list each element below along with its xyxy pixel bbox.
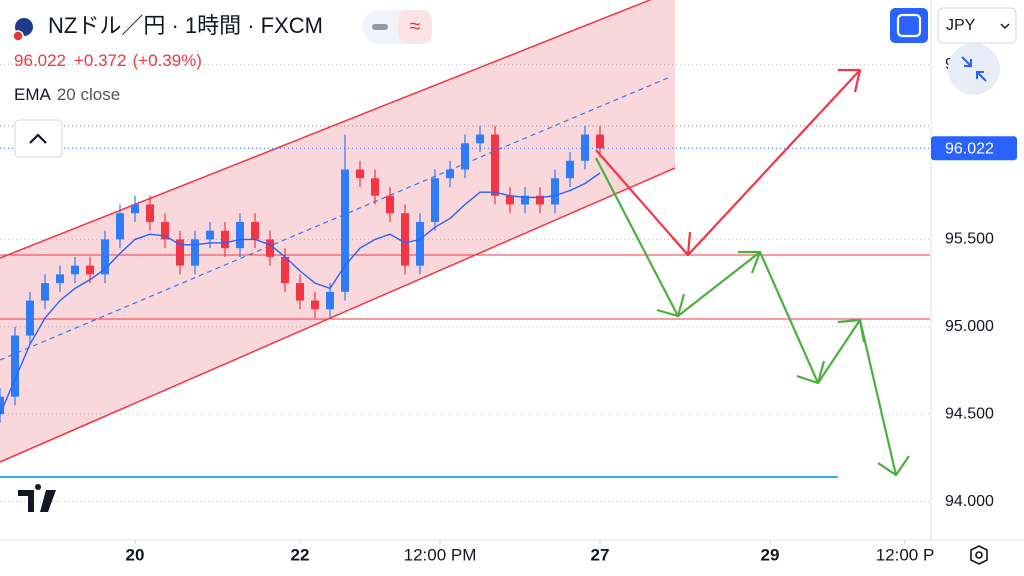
last-price: 96.022 bbox=[14, 51, 66, 70]
arrow-head bbox=[656, 293, 686, 318]
plot bbox=[0, 64, 930, 503]
arrows bbox=[595, 68, 910, 477]
candle-body bbox=[431, 178, 439, 222]
y-tick-label: 95.000 bbox=[945, 318, 994, 335]
button-icon bbox=[961, 56, 987, 82]
toggle-icon: ≈ bbox=[410, 15, 421, 37]
candle-body bbox=[236, 221, 244, 249]
candle-body bbox=[161, 221, 169, 240]
candle-body bbox=[251, 221, 259, 240]
price-badge bbox=[931, 136, 1017, 161]
candle-body bbox=[191, 239, 199, 266]
arrow-head bbox=[838, 68, 862, 93]
dropdown-icon bbox=[1000, 23, 1010, 30]
candle-body bbox=[446, 169, 454, 179]
candle-body bbox=[371, 178, 379, 196]
candle-body bbox=[581, 134, 589, 161]
candle-body bbox=[551, 178, 559, 205]
candle-body bbox=[101, 239, 109, 275]
screenshot-button[interactable] bbox=[890, 8, 928, 43]
arrow-head bbox=[796, 360, 826, 385]
candle-body bbox=[221, 230, 229, 249]
change: +0.372 bbox=[74, 51, 126, 70]
candle-body bbox=[266, 239, 274, 257]
price-axis bbox=[931, 0, 1024, 576]
chevron bbox=[29, 133, 47, 144]
x-tick-label: 27 bbox=[591, 545, 610, 564]
candle-body bbox=[401, 213, 409, 266]
symbol-title: NZドル／円 · 1時間 · FXCM bbox=[48, 13, 323, 38]
channel-lower bbox=[0, 167, 676, 463]
toggle-active[interactable] bbox=[398, 10, 432, 44]
candle-body bbox=[326, 291, 334, 310]
x-tick-label: 29 bbox=[761, 545, 780, 564]
toggle-icon bbox=[372, 24, 388, 30]
collapse-button[interactable] bbox=[14, 119, 63, 158]
quote: 96.022 +0.372 (+0.39%) bbox=[14, 51, 202, 70]
candle-body bbox=[476, 134, 484, 144]
candle-body bbox=[116, 213, 124, 240]
settings-icon bbox=[975, 551, 983, 559]
candle-body bbox=[0, 396, 4, 415]
candle-body bbox=[176, 239, 184, 266]
candle-body bbox=[356, 169, 364, 179]
button-icon bbox=[896, 13, 922, 38]
candle-body bbox=[536, 195, 544, 205]
green-arrow bbox=[595, 157, 898, 476]
candle-body bbox=[206, 230, 214, 240]
candle-body bbox=[386, 195, 394, 214]
indicator-params: 20 close bbox=[57, 85, 120, 104]
settings-icon[interactable] bbox=[970, 545, 988, 565]
channel-fill bbox=[0, 0, 675, 462]
candle-body bbox=[131, 204, 139, 214]
candle-body bbox=[86, 265, 94, 275]
candle-body bbox=[71, 265, 79, 275]
candle-body bbox=[506, 195, 514, 205]
y-tick-label: 95.500 bbox=[945, 231, 994, 248]
arrow-head bbox=[738, 250, 762, 274]
ema-line bbox=[0, 172, 601, 415]
candle-body bbox=[56, 274, 64, 284]
candle-body bbox=[296, 283, 304, 301]
candle-body bbox=[26, 300, 34, 336]
y-tick-label: 94.500 bbox=[945, 405, 994, 422]
arrow-head bbox=[672, 231, 692, 257]
y-tick-label: 94.000 bbox=[945, 493, 994, 510]
shrink-button[interactable] bbox=[948, 43, 1000, 95]
price-badge-label: 96.022 bbox=[945, 140, 994, 157]
x-tick-label: 22 bbox=[291, 545, 310, 564]
logo bbox=[18, 484, 56, 512]
change-pct: (+0.39%) bbox=[132, 51, 201, 70]
x-tick-label: 20 bbox=[126, 545, 145, 564]
flag-icon bbox=[12, 30, 24, 42]
x-tick-label: 12:00 PM bbox=[404, 545, 477, 564]
candle-body bbox=[11, 335, 19, 397]
candle-body bbox=[491, 134, 499, 196]
candle-body bbox=[566, 160, 574, 179]
arrow-head bbox=[837, 318, 866, 343]
currency: JPY bbox=[946, 17, 976, 34]
x-tick-label: 12:00 P bbox=[876, 545, 935, 564]
channel-mid bbox=[0, 76, 671, 361]
candle-body bbox=[521, 195, 529, 205]
indicator-name: EMA bbox=[14, 85, 52, 104]
candle-body bbox=[311, 300, 319, 310]
candle-body bbox=[41, 283, 49, 301]
candle-body bbox=[146, 204, 154, 222]
arrow-head bbox=[877, 455, 910, 477]
channel-upper bbox=[0, 0, 652, 259]
indicator: EMA 20 close bbox=[14, 85, 120, 104]
candle-body bbox=[341, 169, 349, 292]
candle-body bbox=[416, 221, 424, 266]
candle-body bbox=[281, 256, 289, 284]
currency-select[interactable] bbox=[937, 7, 1017, 44]
time-axis bbox=[0, 540, 931, 576]
candle-body bbox=[596, 134, 604, 149]
candle-body bbox=[461, 143, 469, 170]
